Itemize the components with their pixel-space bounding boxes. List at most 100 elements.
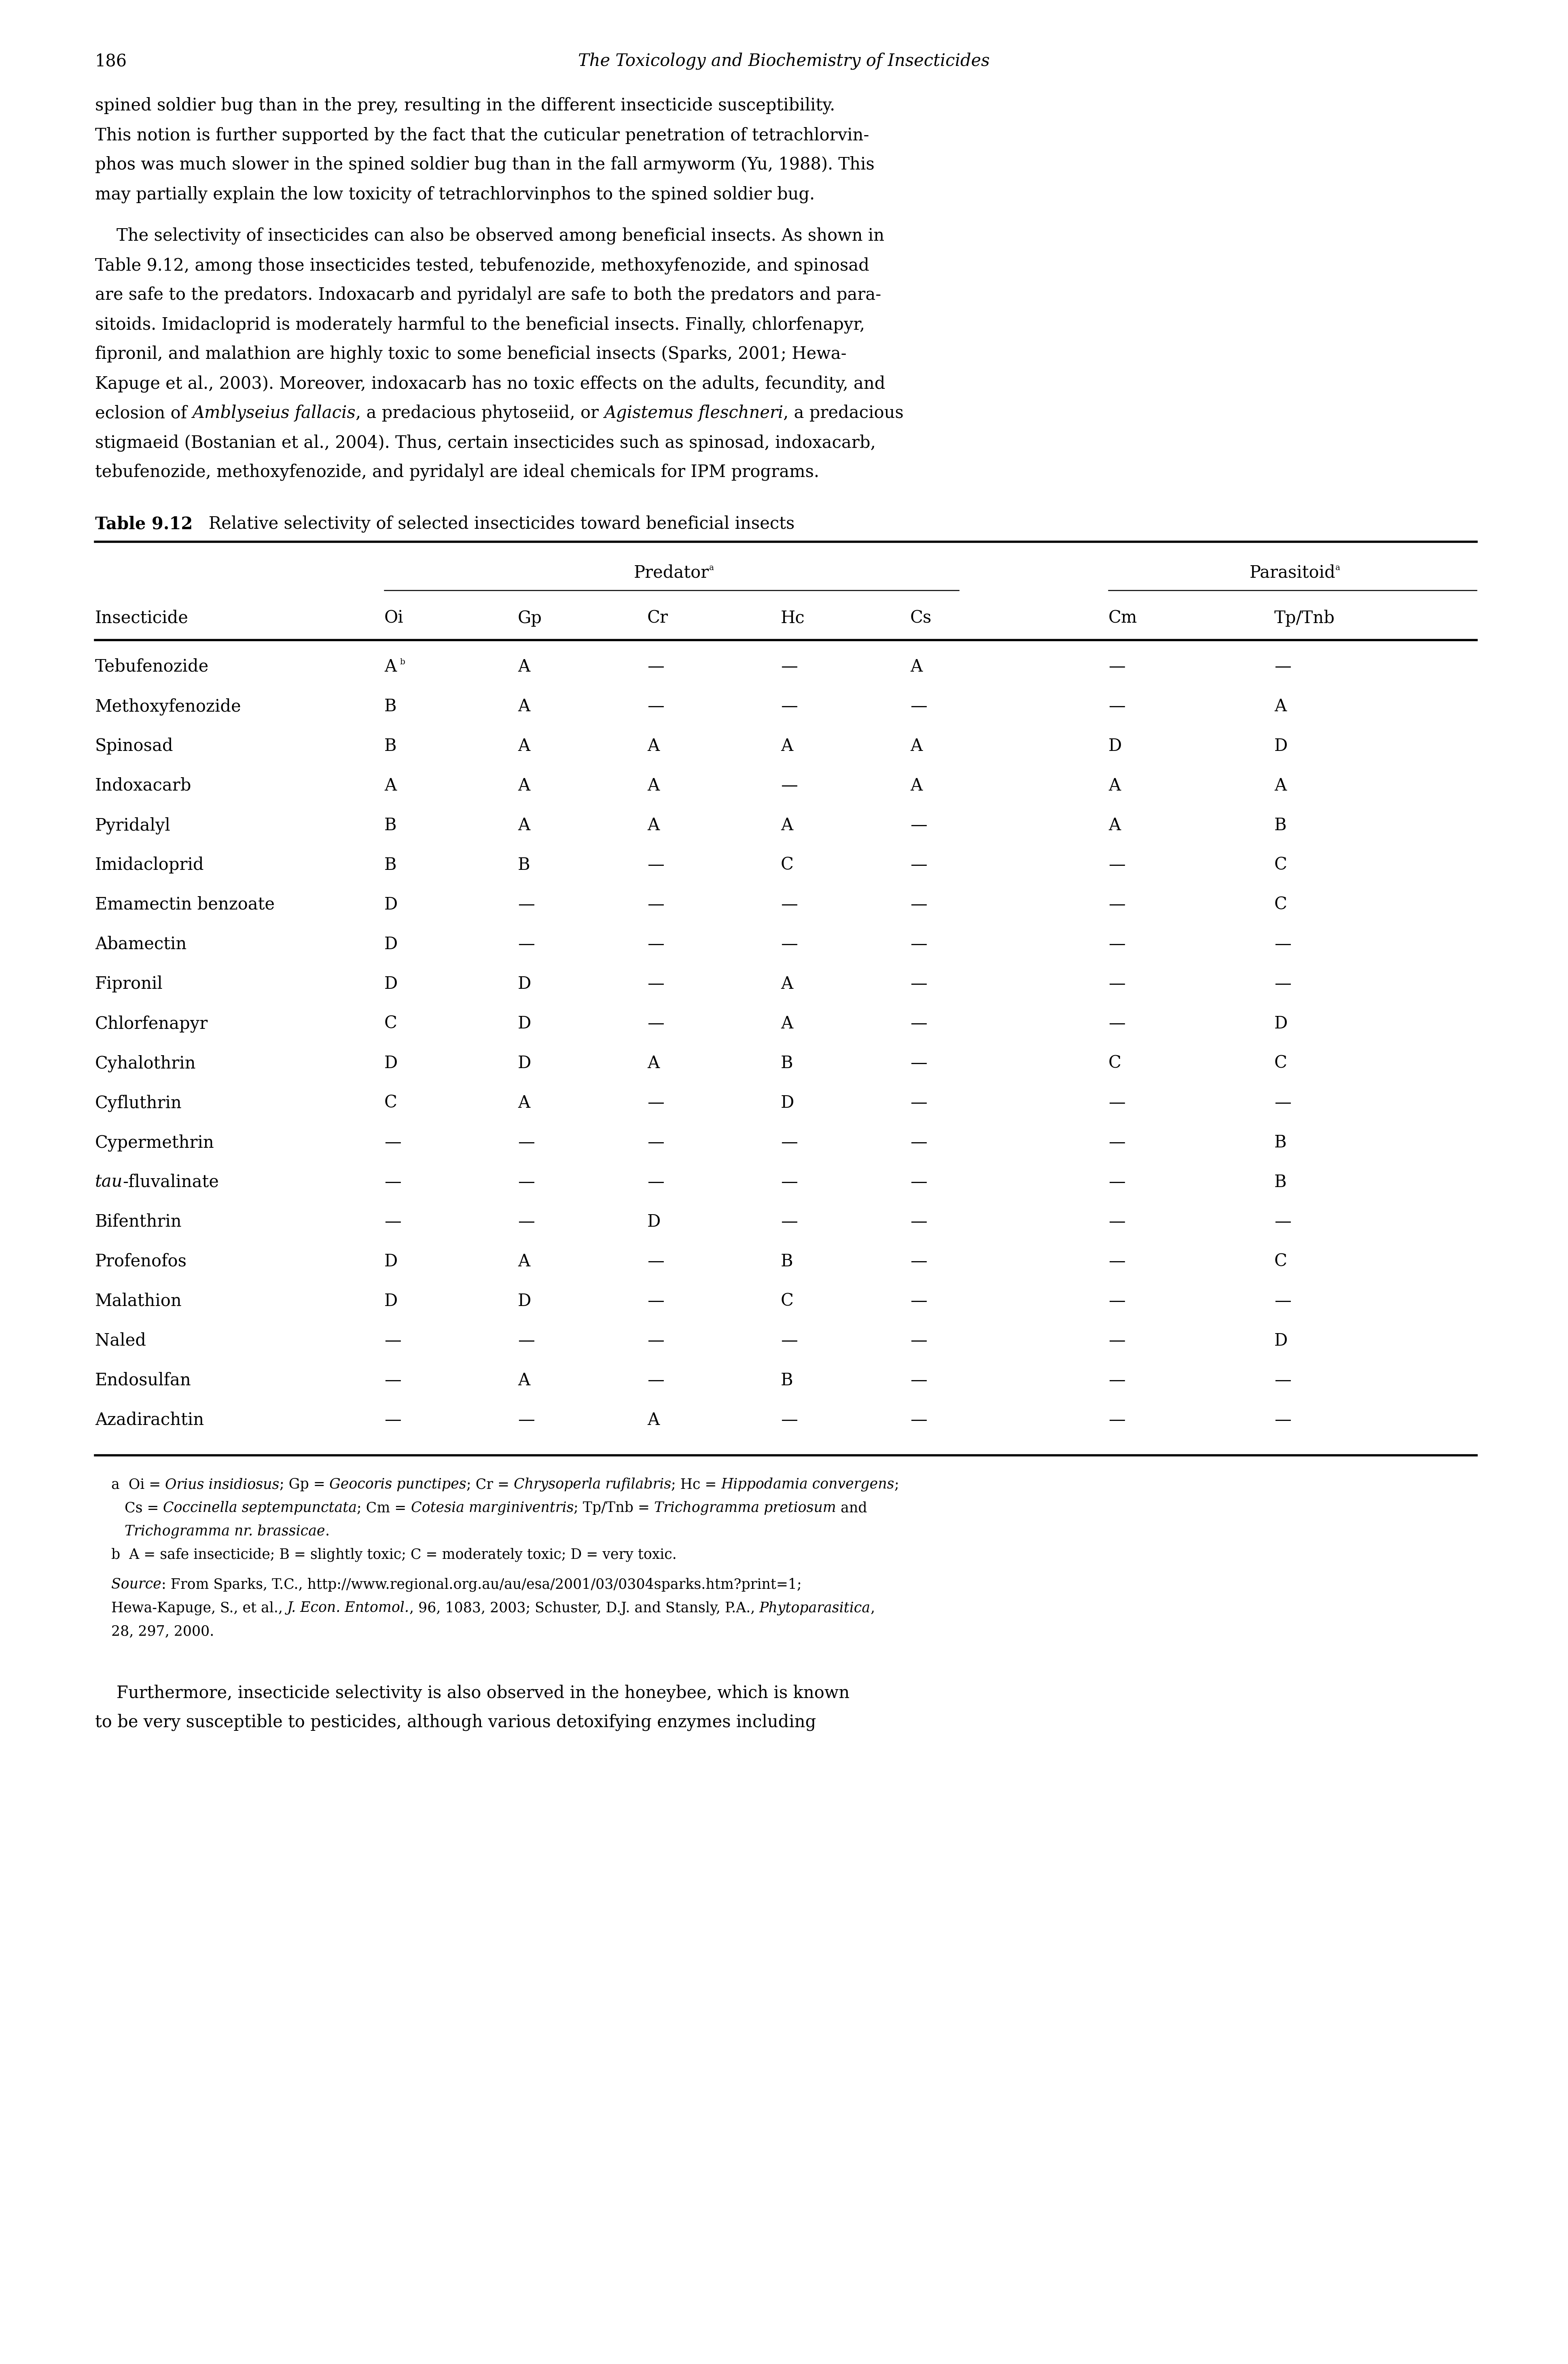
Text: —: — xyxy=(1109,1293,1126,1310)
Text: , a predacious: , a predacious xyxy=(784,404,903,421)
Text: —: — xyxy=(909,856,927,875)
Text: —: — xyxy=(648,1095,665,1111)
Text: D: D xyxy=(517,1054,532,1071)
Text: C: C xyxy=(1275,1253,1287,1269)
Text: : From Sparks, T.C., http://www.regional.org.au/au/esa/2001/03/0304sparks.htm?pr: : From Sparks, T.C., http://www.regional… xyxy=(162,1577,801,1591)
Text: Cs =: Cs = xyxy=(111,1501,163,1515)
Text: Cm: Cm xyxy=(1109,610,1137,626)
Text: D: D xyxy=(781,1095,795,1111)
Text: Table 9.12: Table 9.12 xyxy=(96,515,193,532)
Text: —: — xyxy=(909,1411,927,1428)
Text: D: D xyxy=(1275,738,1287,754)
Text: —: — xyxy=(1275,1095,1290,1111)
Text: —: — xyxy=(1109,1371,1126,1390)
Text: ; Tp/Tnb =: ; Tp/Tnb = xyxy=(574,1501,654,1515)
Text: —: — xyxy=(1275,1293,1290,1310)
Text: Chlorfenapyr: Chlorfenapyr xyxy=(96,1014,209,1033)
Text: A: A xyxy=(1275,778,1286,794)
Text: —: — xyxy=(1109,1173,1126,1191)
Text: Abamectin: Abamectin xyxy=(96,936,187,953)
Text: Cr: Cr xyxy=(648,610,668,626)
Text: sitoids. Imidacloprid is moderately harmful to the beneficial insects. Finally, : sitoids. Imidacloprid is moderately harm… xyxy=(96,317,866,333)
Text: Hc: Hc xyxy=(781,610,804,626)
Text: —: — xyxy=(648,657,665,676)
Text: —: — xyxy=(517,1135,535,1151)
Text: —: — xyxy=(909,1173,927,1191)
Text: Insecticide: Insecticide xyxy=(96,610,188,626)
Text: —: — xyxy=(648,1333,665,1350)
Text: B: B xyxy=(384,818,397,834)
Text: Orius insidiosus: Orius insidiosus xyxy=(165,1478,279,1492)
Text: —: — xyxy=(1109,856,1126,875)
Text: Parasitoid: Parasitoid xyxy=(1250,565,1336,582)
Text: ,: , xyxy=(870,1600,875,1615)
Text: —: — xyxy=(384,1333,401,1350)
Text: —: — xyxy=(909,1293,927,1310)
Text: B: B xyxy=(1275,1135,1287,1151)
Text: C: C xyxy=(1109,1054,1121,1071)
Text: This notion is further supported by the fact that the cuticular penetration of t: This notion is further supported by the … xyxy=(96,128,869,144)
Text: Hewa-Kapuge, S., et al.,: Hewa-Kapuge, S., et al., xyxy=(111,1600,287,1615)
Text: D: D xyxy=(384,936,398,953)
Text: C: C xyxy=(1275,856,1287,875)
Text: —: — xyxy=(648,976,665,993)
Text: D: D xyxy=(648,1213,660,1229)
Text: —: — xyxy=(384,1371,401,1390)
Text: The selectivity of insecticides can also be observed among beneficial insects. A: The selectivity of insecticides can also… xyxy=(96,227,884,243)
Text: Kapuge et al., 2003). Moreover, indoxacarb has no toxic effects on the adults, f: Kapuge et al., 2003). Moreover, indoxaca… xyxy=(96,376,886,392)
Text: ;: ; xyxy=(894,1478,898,1492)
Text: B: B xyxy=(1275,818,1287,834)
Text: Azadirachtin: Azadirachtin xyxy=(96,1411,204,1428)
Text: A: A xyxy=(781,818,793,834)
Text: Parasitoid: Parasitoid xyxy=(1250,565,1336,582)
Text: Tp/Tnb: Tp/Tnb xyxy=(1275,610,1334,626)
Text: —: — xyxy=(1109,657,1126,676)
Text: C: C xyxy=(384,1014,397,1033)
Text: A: A xyxy=(909,657,922,676)
Text: Chrysoperla rufilabris: Chrysoperla rufilabris xyxy=(514,1478,671,1492)
Text: —: — xyxy=(1275,1213,1290,1229)
Text: to be very susceptible to pesticides, although various detoxifying enzymes inclu: to be very susceptible to pesticides, al… xyxy=(96,1714,815,1730)
Text: Trichogramma pretiosum: Trichogramma pretiosum xyxy=(654,1501,836,1515)
Text: —: — xyxy=(1275,1371,1290,1390)
Text: —: — xyxy=(1109,1135,1126,1151)
Text: —: — xyxy=(517,1213,535,1229)
Text: —: — xyxy=(1109,1253,1126,1269)
Text: Predator: Predator xyxy=(633,565,709,582)
Text: B: B xyxy=(384,738,397,754)
Text: —: — xyxy=(1275,936,1290,953)
Text: Oi: Oi xyxy=(384,610,403,626)
Text: D: D xyxy=(384,976,398,993)
Text: D: D xyxy=(384,1054,398,1071)
Text: eclosion of: eclosion of xyxy=(96,404,193,421)
Text: C: C xyxy=(384,1095,397,1111)
Text: D: D xyxy=(517,1014,532,1033)
Text: Phytoparasitica: Phytoparasitica xyxy=(759,1600,870,1615)
Text: Trichogramma nr. brassicae: Trichogramma nr. brassicae xyxy=(124,1525,325,1539)
Text: A: A xyxy=(1109,778,1121,794)
Text: Spinosad: Spinosad xyxy=(96,738,174,754)
Text: —: — xyxy=(1109,896,1126,913)
Text: —: — xyxy=(909,1054,927,1071)
Text: —: — xyxy=(909,1371,927,1390)
Text: —: — xyxy=(1109,976,1126,993)
Text: A: A xyxy=(517,1095,530,1111)
Text: Agistemus fleschneri: Agistemus fleschneri xyxy=(604,404,784,421)
Text: —: — xyxy=(648,697,665,714)
Text: —: — xyxy=(781,936,798,953)
Text: C: C xyxy=(781,856,793,875)
Text: Amblyseius fallacis: Amblyseius fallacis xyxy=(193,404,356,421)
Text: are safe to the predators. Indoxacarb and pyridalyl are safe to both the predato: are safe to the predators. Indoxacarb an… xyxy=(96,286,881,303)
Text: ; Cr =: ; Cr = xyxy=(466,1478,514,1492)
Text: D: D xyxy=(1275,1333,1287,1350)
Text: a: a xyxy=(1336,565,1341,572)
Text: —: — xyxy=(648,1014,665,1033)
Text: —: — xyxy=(648,1371,665,1390)
Text: —: — xyxy=(384,1411,401,1428)
Text: spined soldier bug than in the prey, resulting in the different insecticide susc: spined soldier bug than in the prey, res… xyxy=(96,97,836,113)
Text: —: — xyxy=(648,936,665,953)
Text: —: — xyxy=(1109,1014,1126,1033)
Text: A: A xyxy=(648,738,660,754)
Text: —: — xyxy=(909,1095,927,1111)
Text: A: A xyxy=(384,778,397,794)
